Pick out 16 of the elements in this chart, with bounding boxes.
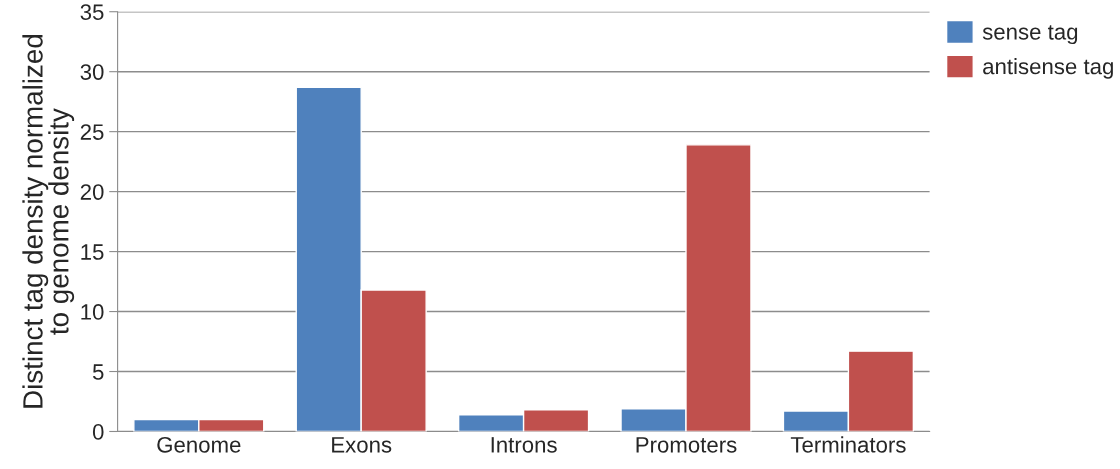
y-tick-label: 20 <box>80 184 104 200</box>
y-tick-label: 15 <box>81 244 104 260</box>
y-tick-label: 25 <box>80 124 104 140</box>
x-tick-label: Genome <box>157 436 241 453</box>
legend-label: antisense tag <box>983 58 1113 79</box>
x-tick-label: Introns <box>491 437 557 453</box>
y-tick-label: 5 <box>92 364 104 380</box>
x-tick-label: Exons <box>332 437 392 453</box>
y-tick-label: 0 <box>92 424 104 440</box>
x-tick-label: Promoters <box>636 437 737 453</box>
x-tick-label: Terminators <box>790 436 906 453</box>
y-tick-label: 35 <box>80 4 104 20</box>
legend-label: sense tag <box>982 25 1078 45</box>
y-tick-label: 10 <box>81 304 104 320</box>
y-axis-title: Distinct tag density normalized to genome density <box>22 35 75 408</box>
y-tick-label: 30 <box>80 64 104 80</box>
